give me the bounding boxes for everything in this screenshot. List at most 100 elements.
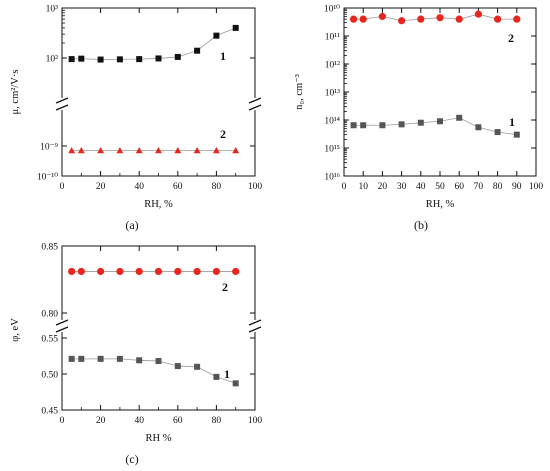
data-point [194, 363, 201, 370]
axis-break-mark [55, 97, 69, 104]
y-axis-label: n₀, cm⁻³ [294, 74, 305, 110]
data-point [78, 355, 85, 362]
series-1: 1 [350, 114, 520, 138]
x-tick-label: 100 [248, 416, 263, 426]
data-point [174, 147, 182, 154]
data-point [232, 380, 239, 387]
data-point [232, 24, 239, 31]
data-point [136, 357, 143, 364]
series-label: 1 [509, 115, 515, 129]
data-point [213, 32, 220, 39]
data-point [494, 15, 502, 23]
y-tick-label: 0.85 [41, 243, 58, 253]
panel-caption: (c) [125, 452, 138, 466]
panel-caption: (b) [414, 218, 428, 232]
x-tick-label: 10 [358, 182, 368, 192]
data-point [155, 55, 162, 62]
data-point [174, 363, 181, 370]
data-point [135, 267, 143, 276]
x-tick-label: 80 [212, 182, 222, 192]
data-point [68, 355, 75, 362]
y-tick-label: 10² [46, 55, 59, 65]
series-2: 2 [68, 127, 240, 154]
y-axis-label: μ, cm²/V·s [10, 70, 21, 115]
data-point [398, 121, 405, 128]
x-tick-label: 50 [435, 182, 445, 192]
series-label: 2 [222, 280, 228, 294]
x-tick-label: 60 [454, 182, 464, 192]
axis-break-gap [55, 98, 69, 110]
y-tick-label: 10⁻¹⁰ [37, 173, 58, 183]
data-point [194, 47, 201, 54]
data-point [97, 147, 104, 154]
data-point [359, 15, 367, 23]
series-1: 1 [68, 24, 239, 63]
axis-break-gap [55, 320, 69, 332]
x-tick-label: 0 [342, 182, 347, 192]
data-point [436, 14, 444, 22]
data-point [350, 15, 358, 23]
y-tick-label: 10¹³ [325, 89, 340, 99]
axis-break-mark [55, 104, 69, 111]
axis-break-mark [55, 326, 69, 333]
y-tick-label: 10³ [46, 5, 59, 15]
series-line [353, 117, 517, 136]
data-point [350, 122, 357, 129]
x-tick-label: 60 [173, 182, 183, 192]
data-point [77, 267, 85, 276]
axis-break-gap [248, 98, 262, 110]
y-tick-label: 10¹⁵ [324, 145, 340, 155]
x-tick-label: 40 [134, 182, 144, 192]
data-point [135, 147, 143, 154]
axis-break-mark [248, 319, 262, 326]
axis-break-mark [55, 319, 69, 326]
data-point [360, 122, 367, 129]
panel-caption: (a) [125, 218, 138, 232]
series-label: 2 [508, 31, 514, 45]
data-point [68, 56, 75, 63]
data-point [494, 129, 501, 136]
data-point [136, 56, 143, 63]
axis-break-mark [248, 104, 262, 111]
data-point [68, 267, 76, 276]
series-label: 1 [220, 49, 226, 63]
data-point [68, 147, 76, 154]
y-tick-label: 0.50 [41, 371, 58, 381]
data-point [193, 267, 201, 276]
data-point [417, 119, 424, 126]
axis-break-mark [248, 97, 262, 104]
x-tick-label: 80 [493, 182, 503, 192]
series-2: 2 [350, 10, 521, 45]
data-point [232, 267, 240, 276]
y-tick-label: 10¹⁶ [324, 173, 340, 183]
series-1: 1 [68, 355, 239, 387]
x-tick-label: 90 [512, 182, 522, 192]
data-point [212, 267, 220, 276]
y-tick-label: 10¹² [325, 61, 340, 71]
data-point [379, 122, 386, 129]
data-point [455, 15, 463, 23]
y-axis-label: φ, eV [10, 318, 21, 342]
data-point [97, 355, 104, 362]
series-line [71, 27, 236, 60]
x-tick-label: 20 [96, 416, 106, 426]
chart-panel: 10³ 10² 10⁻⁹ 10⁻¹⁰0 20 40 60 80 100 1 2 RH, % μ, cm²… [10, 5, 262, 233]
y-tick-label: 10¹⁴ [324, 117, 340, 127]
data-point [513, 15, 521, 23]
y-tick-label: 10⁻⁹ [40, 143, 59, 153]
data-point [398, 17, 406, 25]
data-point [97, 267, 105, 276]
series-line [71, 358, 236, 384]
x-tick-label: 20 [96, 182, 106, 192]
x-axis-label: RH, % [426, 199, 455, 210]
data-point [456, 114, 463, 121]
y-tick-label: 10¹⁰ [324, 5, 340, 15]
x-tick-label: 100 [529, 182, 544, 192]
y-tick-label: 10¹¹ [325, 33, 340, 43]
x-tick-label: 40 [134, 416, 144, 426]
x-tick-label: 70 [474, 182, 484, 192]
x-tick-label: 100 [248, 182, 263, 192]
x-tick-label: 80 [212, 416, 222, 426]
